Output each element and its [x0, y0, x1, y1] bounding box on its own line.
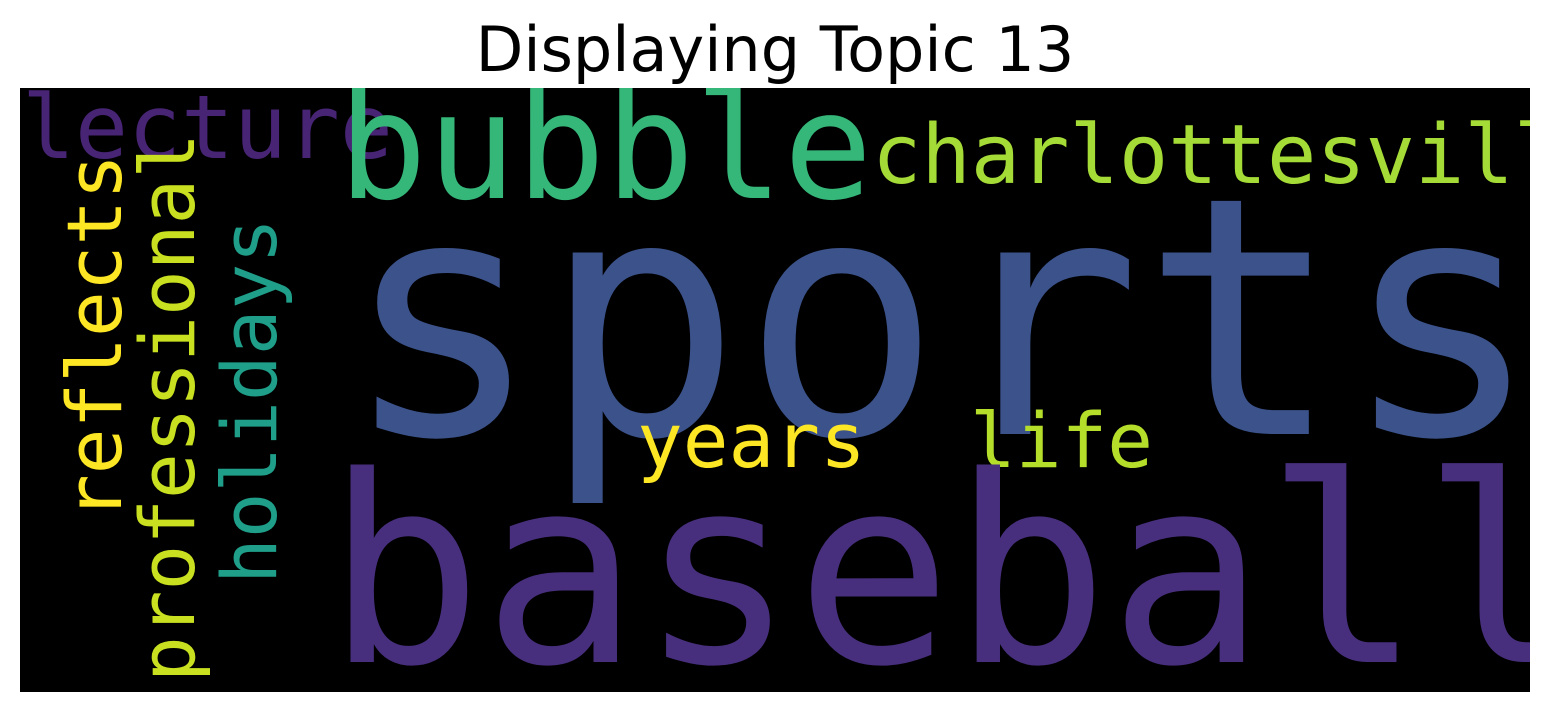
- word-lecture: lecture: [22, 88, 393, 179]
- word-professional: professional: [123, 132, 212, 682]
- wordcloud-canvas: lecture bubble charlottesville sports ye…: [20, 88, 1530, 692]
- word-holidays: holidays: [205, 217, 294, 584]
- word-baseball: baseball: [326, 422, 1530, 692]
- word-charlottesville: charlottesville: [872, 108, 1530, 203]
- figure-title: Displaying Topic 13: [475, 13, 1075, 86]
- word-reflects: reflects: [50, 153, 139, 520]
- word-sports: sports: [342, 127, 1530, 513]
- word-life: life: [970, 396, 1154, 485]
- word-bubble: bubble: [338, 88, 873, 233]
- word-years: years: [637, 396, 866, 485]
